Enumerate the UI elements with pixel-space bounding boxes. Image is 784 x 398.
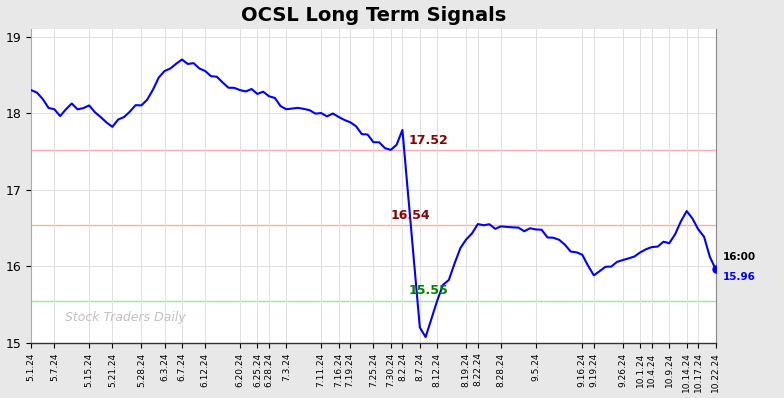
Text: 16:00: 16:00 xyxy=(723,252,756,262)
Text: Stock Traders Daily: Stock Traders Daily xyxy=(65,311,186,324)
Text: 17.52: 17.52 xyxy=(408,134,448,147)
Title: OCSL Long Term Signals: OCSL Long Term Signals xyxy=(241,6,506,25)
Text: 15.55: 15.55 xyxy=(408,285,448,297)
Text: 16.54: 16.54 xyxy=(390,209,430,222)
Text: 15.96: 15.96 xyxy=(723,272,756,282)
